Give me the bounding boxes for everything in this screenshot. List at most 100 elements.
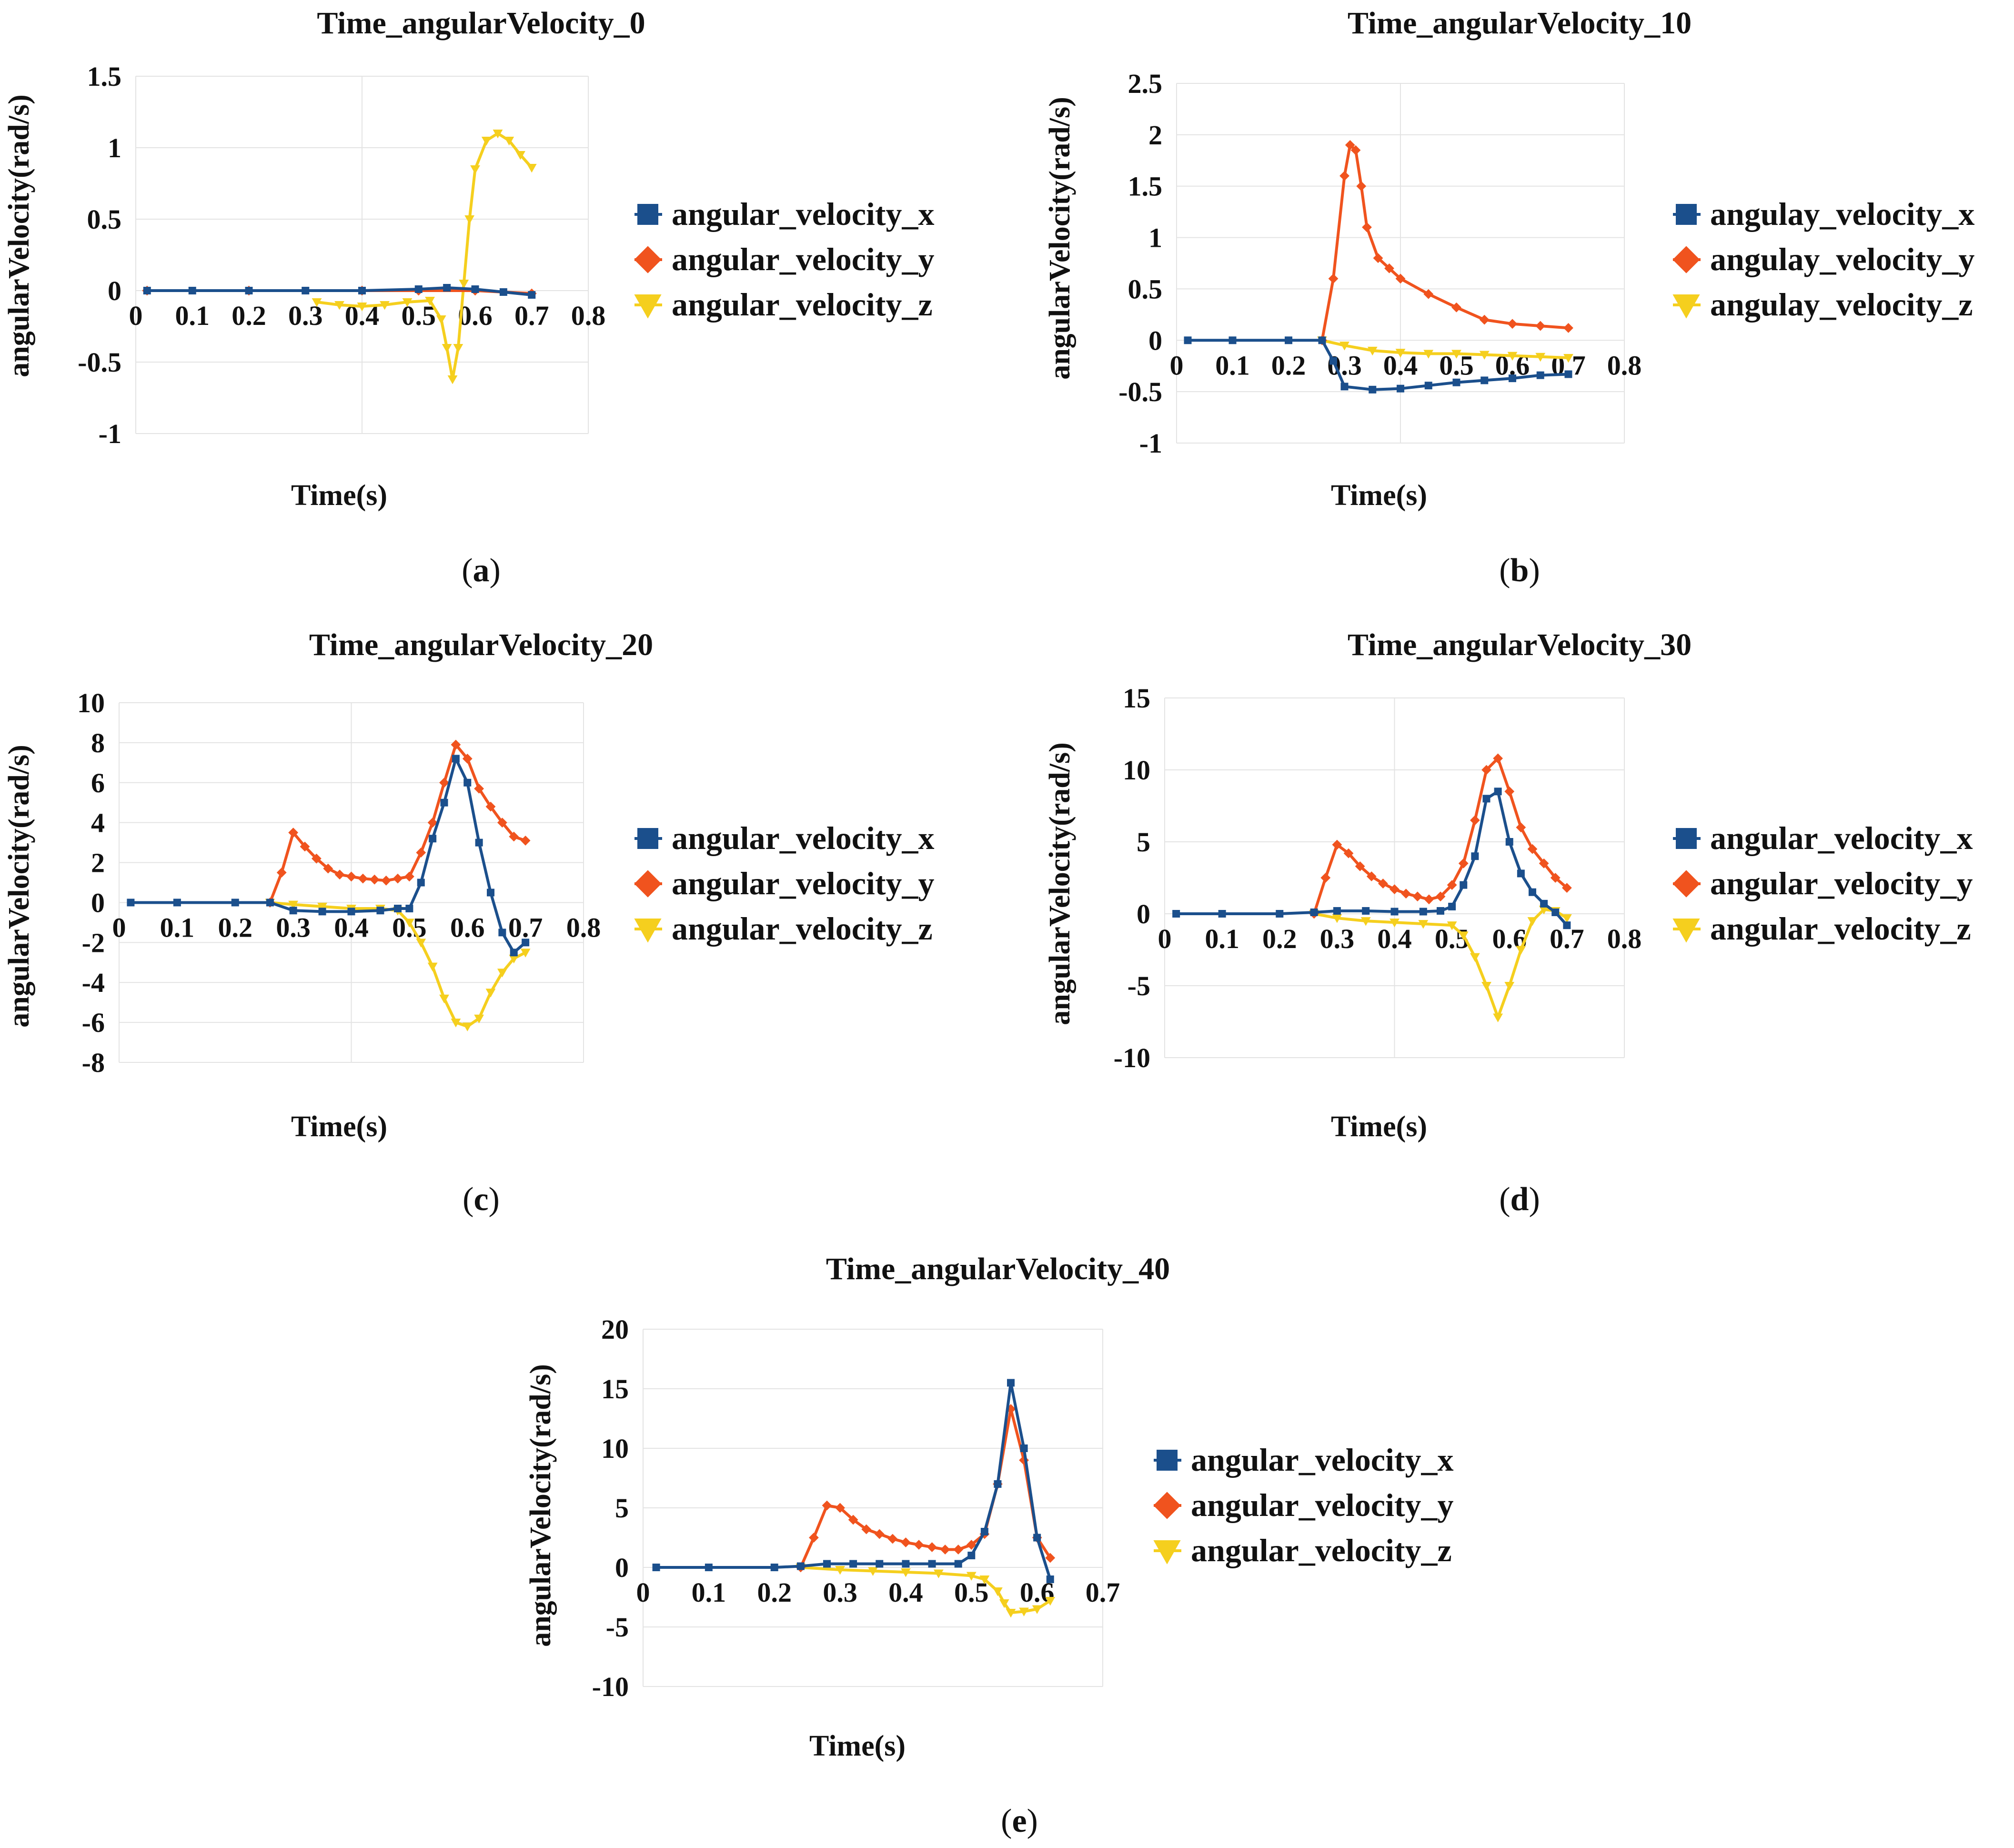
data-point [1458,931,1469,940]
data-point [1447,880,1457,890]
legend: angulay_velocity_x angulay_velocity_yangu… [1672,196,1974,323]
data-point [1563,323,1573,333]
data-point [127,899,135,907]
data-point [509,954,519,964]
x-tick-label: 0.3 [1320,923,1355,954]
data-point [1471,852,1479,860]
data-point [302,287,310,294]
data-point [481,137,492,146]
legend-label: angular_velocity_x [672,196,935,232]
legend: angular_velocity_x angular_velocity_yangu… [634,820,935,947]
data-point [1479,351,1490,360]
data-point [652,1564,660,1571]
y-tick-label: -0.5 [78,347,121,378]
x-tick-label: 0.3 [823,1577,857,1608]
legend-marker [634,294,662,319]
data-point [463,778,472,787]
x-tick-label: 0.2 [1262,923,1297,954]
data-point [1535,353,1546,362]
data-point [416,848,426,858]
data-point [1362,907,1370,915]
data-point [1318,336,1326,344]
data-point [414,285,423,293]
y-tick-label: 2 [1148,120,1162,151]
data-point [796,1562,805,1570]
data-point [1020,1444,1028,1452]
x-tick-label: 0.2 [232,300,266,331]
data-point [1328,273,1339,284]
data-point [1390,884,1400,895]
legend-marker [1153,1492,1181,1519]
data-point [312,298,322,307]
y-tick-label: 8 [91,727,105,758]
legend-marker [634,919,662,943]
series-angular_velocity_z [1309,905,1572,1022]
legend-item: angular_velocity_z [634,286,933,323]
legend-marker [634,246,662,273]
data-point [1480,376,1489,384]
data-point [1479,314,1490,325]
data-point [1339,342,1349,351]
data-point [1395,349,1406,358]
series-angular_velocity_z [265,899,531,1031]
data-point [914,1540,924,1550]
y-axis-label: angularVelocity(rad/s) [524,1364,557,1647]
data-point [1470,953,1480,962]
y-tick-label: -6 [82,1007,105,1038]
data-point [1356,181,1367,192]
y-tick-label: -10 [592,1671,629,1702]
series-line [655,1381,1052,1581]
data-point [1419,908,1427,916]
data-point [1401,889,1411,899]
data-point [705,1564,713,1571]
data-point [1229,336,1237,344]
legend-label: angular_velocity_x [1191,1442,1454,1478]
data-point [1343,848,1354,858]
legend-item: angulay_velocity_y [1672,241,1974,277]
y-tick-label: 0 [108,275,121,306]
x-axis-label: Time(s) [1331,1111,1427,1143]
legend-marker [637,828,658,849]
data-point [901,1568,911,1577]
data-point [1218,910,1226,918]
data-point [1367,346,1378,356]
data-point [487,889,494,897]
data-point [1517,869,1525,878]
y-tick-label: 0 [1137,899,1150,929]
data-point [835,1503,845,1513]
data-point [451,1019,461,1028]
data-point [1320,873,1331,883]
data-point [874,1529,885,1539]
data-point [848,1515,858,1525]
data-point [1424,382,1432,390]
series-line [145,286,534,296]
data-point [266,899,274,907]
data-point [1345,140,1355,150]
data-point [188,287,196,294]
data-point [485,801,496,812]
panel-caption-letter: c [473,1181,488,1218]
series-angular_velocity_x [127,755,530,957]
data-point [485,989,496,998]
data-point [1481,982,1491,991]
data-point [1184,336,1192,344]
y-axis-label: angularVelocity(rad/s) [3,94,35,377]
data-point [289,907,297,915]
data-point [334,869,345,880]
data-point [173,899,181,907]
chart-title: Time_angularVelocity_30 [1348,627,1692,662]
series-angular_velocity_y [1309,753,1572,919]
data-point [470,165,480,174]
legend-label: angular_velocity_z [672,286,933,323]
data-point [323,863,333,874]
legend-label: angular_velocity_z [1710,910,1971,947]
data-point [346,871,356,882]
legend-item: angular_velocity_y [634,865,935,901]
data-point [1536,371,1544,379]
data-point [1384,263,1394,273]
legend: angular_velocity_x angular_velocity_yangu… [1672,820,1973,947]
data-point [770,1564,778,1571]
data-point [358,873,368,884]
data-point [493,130,503,139]
x-tick-label: 0.2 [218,912,253,943]
